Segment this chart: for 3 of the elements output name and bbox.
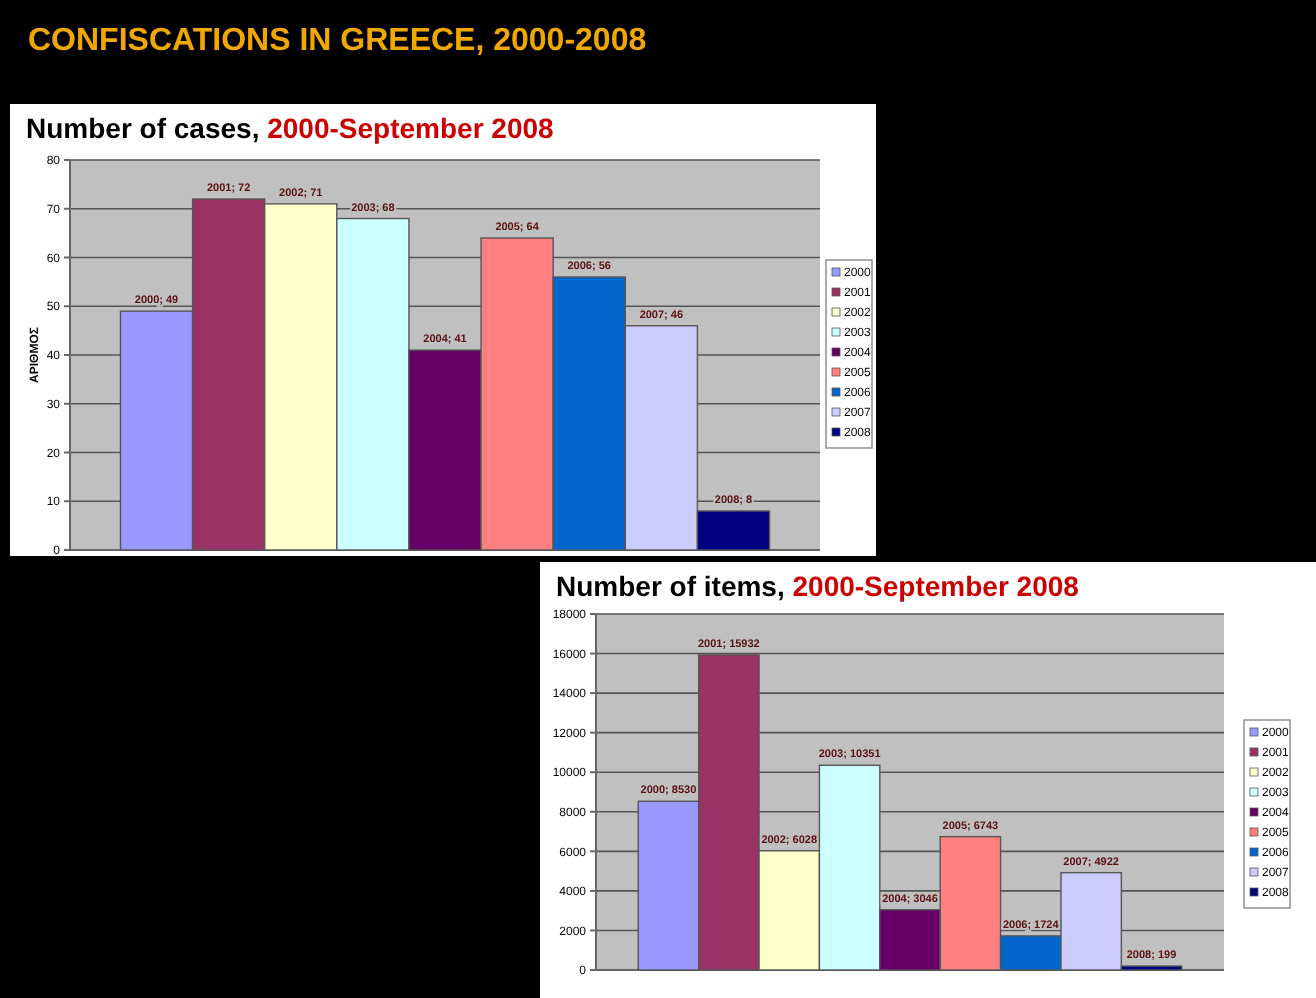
chart-title: Number of items, 2000-September 2008: [556, 570, 1080, 602]
chart-title: Number of cases, 2000-September 2008: [26, 112, 555, 144]
text: CONFISCATIONS IN GREECE, 2000-2008: [28, 24, 647, 58]
